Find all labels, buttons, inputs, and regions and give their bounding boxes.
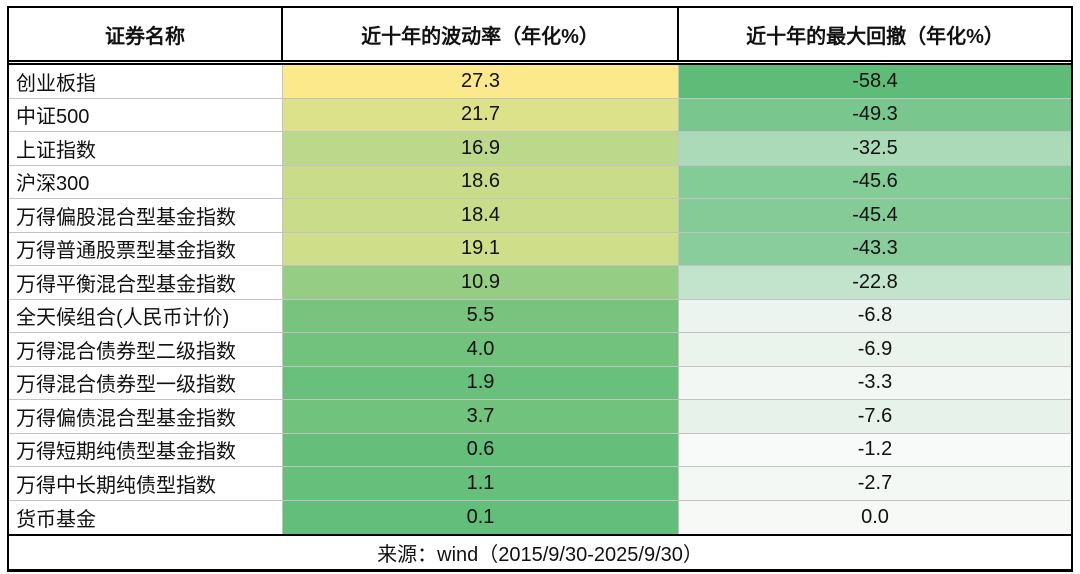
security-name-cell: 万得平衡混合型基金指数 [9, 266, 283, 299]
security-name-cell: 万得普通股票型基金指数 [9, 232, 283, 265]
table-row: 万得平衡混合型基金指数 10.9 -22.8 [9, 266, 1071, 300]
drawdown-cell: -2.7 [679, 467, 1071, 500]
source-text: 来源：wind（2015/9/30-2025/9/30） [377, 544, 703, 566]
table-row: 中证500 21.7 -49.3 [9, 98, 1071, 132]
security-name-cell: 全天候组合(人民币计价) [9, 299, 283, 332]
drawdown-cell: -58.4 [679, 65, 1071, 98]
volatility-cell: 5.5 [283, 299, 679, 332]
table-row: 沪深300 18.6 -45.6 [9, 165, 1071, 199]
table-row: 全天候组合(人民币计价) 5.5 -6.8 [9, 299, 1071, 333]
security-name-cell: 中证500 [9, 98, 283, 131]
volatility-cell: 18.6 [283, 165, 679, 198]
drawdown-cell: -43.3 [679, 232, 1071, 265]
volatility-cell: 1.9 [283, 366, 679, 399]
security-name-cell: 万得混合债券型二级指数 [9, 333, 283, 366]
table-body: 创业板指 27.3 -58.4 中证500 21.7 -49.3 上证指数 16… [9, 65, 1071, 534]
drawdown-cell: -6.9 [679, 333, 1071, 366]
security-name-cell: 万得偏股混合型基金指数 [9, 199, 283, 232]
header-cell-max-drawdown: 近十年的最大回撤（年化%） [679, 8, 1071, 60]
volatility-cell: 21.7 [283, 98, 679, 131]
volatility-cell: 3.7 [283, 400, 679, 433]
drawdown-cell: -32.5 [679, 132, 1071, 165]
drawdown-cell: -7.6 [679, 400, 1071, 433]
drawdown-cell: -45.4 [679, 199, 1071, 232]
drawdown-cell: -49.3 [679, 98, 1071, 131]
drawdown-cell: -6.8 [679, 299, 1071, 332]
table-row: 万得普通股票型基金指数 19.1 -43.3 [9, 232, 1071, 266]
security-name-cell: 创业板指 [9, 65, 283, 98]
drawdown-cell: -22.8 [679, 266, 1071, 299]
volatility-cell: 1.1 [283, 467, 679, 500]
volatility-cell: 0.1 [283, 500, 679, 534]
table-row: 创业板指 27.3 -58.4 [9, 65, 1071, 99]
volatility-cell: 19.1 [283, 232, 679, 265]
volatility-cell: 4.0 [283, 333, 679, 366]
table-row: 上证指数 16.9 -32.5 [9, 132, 1071, 166]
table-row: 万得中长期纯债型指数 1.1 -2.7 [9, 467, 1071, 501]
table-row: 万得混合债券型一级指数 1.9 -3.3 [9, 366, 1071, 400]
drawdown-cell: -3.3 [679, 366, 1071, 399]
volatility-cell: 27.3 [283, 65, 679, 98]
security-name-cell: 万得中长期纯债型指数 [9, 467, 283, 500]
volatility-cell: 16.9 [283, 132, 679, 165]
table-row: 万得偏股混合型基金指数 18.4 -45.4 [9, 199, 1071, 233]
security-name-cell: 上证指数 [9, 132, 283, 165]
drawdown-cell: -45.6 [679, 165, 1071, 198]
table-row: 万得偏债混合型基金指数 3.7 -7.6 [9, 400, 1071, 434]
securities-risk-table: 证券名称 近十年的波动率（年化%） 近十年的最大回撤（年化%） 创业板指 27.… [7, 6, 1073, 572]
header-cell-volatility: 近十年的波动率（年化%） [283, 8, 679, 60]
header-cell-security-name: 证券名称 [9, 8, 283, 60]
table-row: 万得短期纯债型基金指数 0.6 -1.2 [9, 433, 1071, 467]
table-row: 货币基金 0.1 0.0 [9, 500, 1071, 534]
table-header-row: 证券名称 近十年的波动率（年化%） 近十年的最大回撤（年化%） [9, 8, 1071, 65]
security-name-cell: 万得混合债券型一级指数 [9, 366, 283, 399]
table-row: 万得混合债券型二级指数 4.0 -6.9 [9, 333, 1071, 367]
security-name-cell: 万得短期纯债型基金指数 [9, 433, 283, 466]
security-name-cell: 万得偏债混合型基金指数 [9, 400, 283, 433]
volatility-cell: 0.6 [283, 433, 679, 466]
drawdown-cell: 0.0 [679, 500, 1071, 534]
security-name-cell: 货币基金 [9, 500, 283, 534]
volatility-cell: 18.4 [283, 199, 679, 232]
volatility-cell: 10.9 [283, 266, 679, 299]
source-row: 来源：wind（2015/9/30-2025/9/30） [9, 534, 1071, 569]
drawdown-cell: -1.2 [679, 433, 1071, 466]
security-name-cell: 沪深300 [9, 165, 283, 198]
